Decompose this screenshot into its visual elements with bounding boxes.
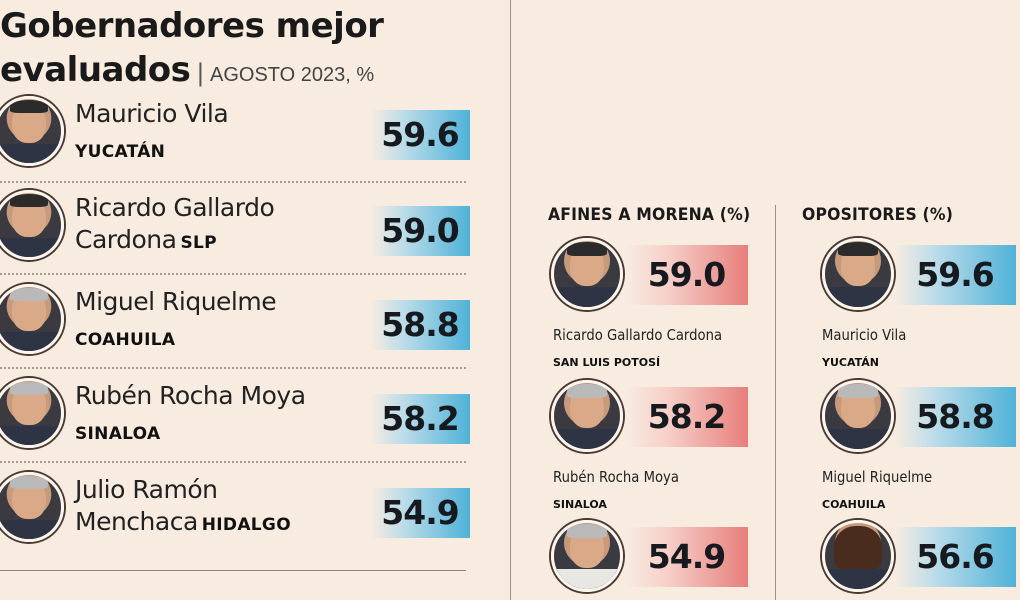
opositores-value-3: 56.6 [894, 527, 1016, 587]
opositores-state-2: COAHUILA [822, 498, 886, 511]
row-separator [0, 273, 466, 275]
title-line-1: Gobernadores mejor [0, 6, 384, 46]
title-line-2: evaluados | AGOSTO 2023, % [0, 48, 383, 97]
chart-title: Gobernadores mejor evaluados | AGOSTO 2023… [0, 4, 384, 97]
row-3-name: Miguel Riquelme COAHUILA [75, 286, 277, 356]
row-2-name-line2-text: Cardona [75, 225, 177, 254]
column-divider [775, 205, 776, 600]
portrait-miguel-riquelme [0, 284, 64, 354]
row-5-name-line2-text: Menchaca [75, 507, 198, 536]
opositores-name-2: Miguel Riquelme [822, 468, 933, 486]
morena-state-2: SINALOA [553, 498, 607, 511]
portrait-morena-2 [551, 380, 623, 452]
row-5-value: 54.9 [370, 488, 470, 538]
portrait-opositores-1 [822, 238, 894, 310]
panel-divider [510, 0, 511, 600]
morena-value-2: 58.2 [625, 387, 748, 447]
row-4-value: 58.2 [370, 394, 470, 444]
row-3-value: 58.8 [370, 300, 470, 350]
row-4-name-line1: Rubén Rocha Moya [75, 381, 306, 410]
row-2-name: Ricardo Gallardo Cardona SLP [75, 192, 275, 259]
row-3-name-line1: Miguel Riquelme [75, 287, 277, 316]
row-separator [0, 367, 466, 369]
chart-subtitle: AGOSTO 2023, % [210, 64, 375, 86]
opositores-state-1: YUCATÁN [822, 356, 879, 369]
portrait-morena-3 [551, 520, 623, 592]
morena-value-1: 59.0 [625, 245, 748, 305]
morena-state-1: SAN LUIS POTOSÍ [553, 356, 661, 369]
row-2-name-line2: Cardona SLP [75, 224, 274, 259]
morena-name-2: Rubén Rocha Moya [553, 468, 679, 486]
row-2-name-line1: Ricardo Gallardo [75, 193, 275, 222]
portrait-ruben-rocha [0, 378, 64, 448]
opositores-column-header: OPOSITORES (%) [802, 205, 954, 225]
portrait-mauricio-vila [0, 96, 64, 166]
row-4-state: SINALOA [75, 424, 161, 444]
opositores-value-2: 58.8 [894, 387, 1016, 447]
row-1-value: 59.6 [370, 110, 470, 160]
title-word-evaluados: evaluados [0, 50, 191, 90]
row-5-name-line2: Menchaca HIDALGO [75, 506, 291, 541]
opositores-name-1: Mauricio Vila [822, 326, 907, 344]
row-separator [0, 181, 466, 183]
portrait-ricardo-gallardo [0, 190, 64, 260]
portrait-opositores-2 [822, 380, 894, 452]
portrait-morena-1 [551, 238, 623, 310]
row-1-state: YUCATÁN [75, 142, 166, 162]
opositores-value-1: 59.6 [894, 245, 1016, 305]
row-3-state: COAHUILA [75, 330, 176, 350]
row-5-state: HIDALGO [201, 515, 291, 535]
morena-column-header: AFINES A MORENA (%) [548, 205, 751, 225]
portrait-opositores-3 [822, 520, 894, 592]
row-5-name-line1: Julio Ramón [75, 475, 218, 504]
row-separator [0, 570, 466, 571]
row-2-state: SLP [180, 233, 217, 253]
row-2-value: 59.0 [370, 206, 470, 256]
row-1-name-line1: Mauricio Vila [75, 99, 229, 128]
title-separator: | [196, 59, 204, 87]
row-separator [0, 461, 466, 463]
row-5-name: Julio Ramón Menchaca HIDALGO [75, 474, 291, 541]
row-1-name: Mauricio Vila YUCATÁN [75, 98, 229, 168]
morena-value-3: 54.9 [625, 527, 748, 587]
row-4-name: Rubén Rocha Moya SINALOA [75, 380, 306, 450]
portrait-julio-menchaca [0, 472, 64, 542]
morena-name-1: Ricardo Gallardo Cardona [553, 326, 723, 344]
